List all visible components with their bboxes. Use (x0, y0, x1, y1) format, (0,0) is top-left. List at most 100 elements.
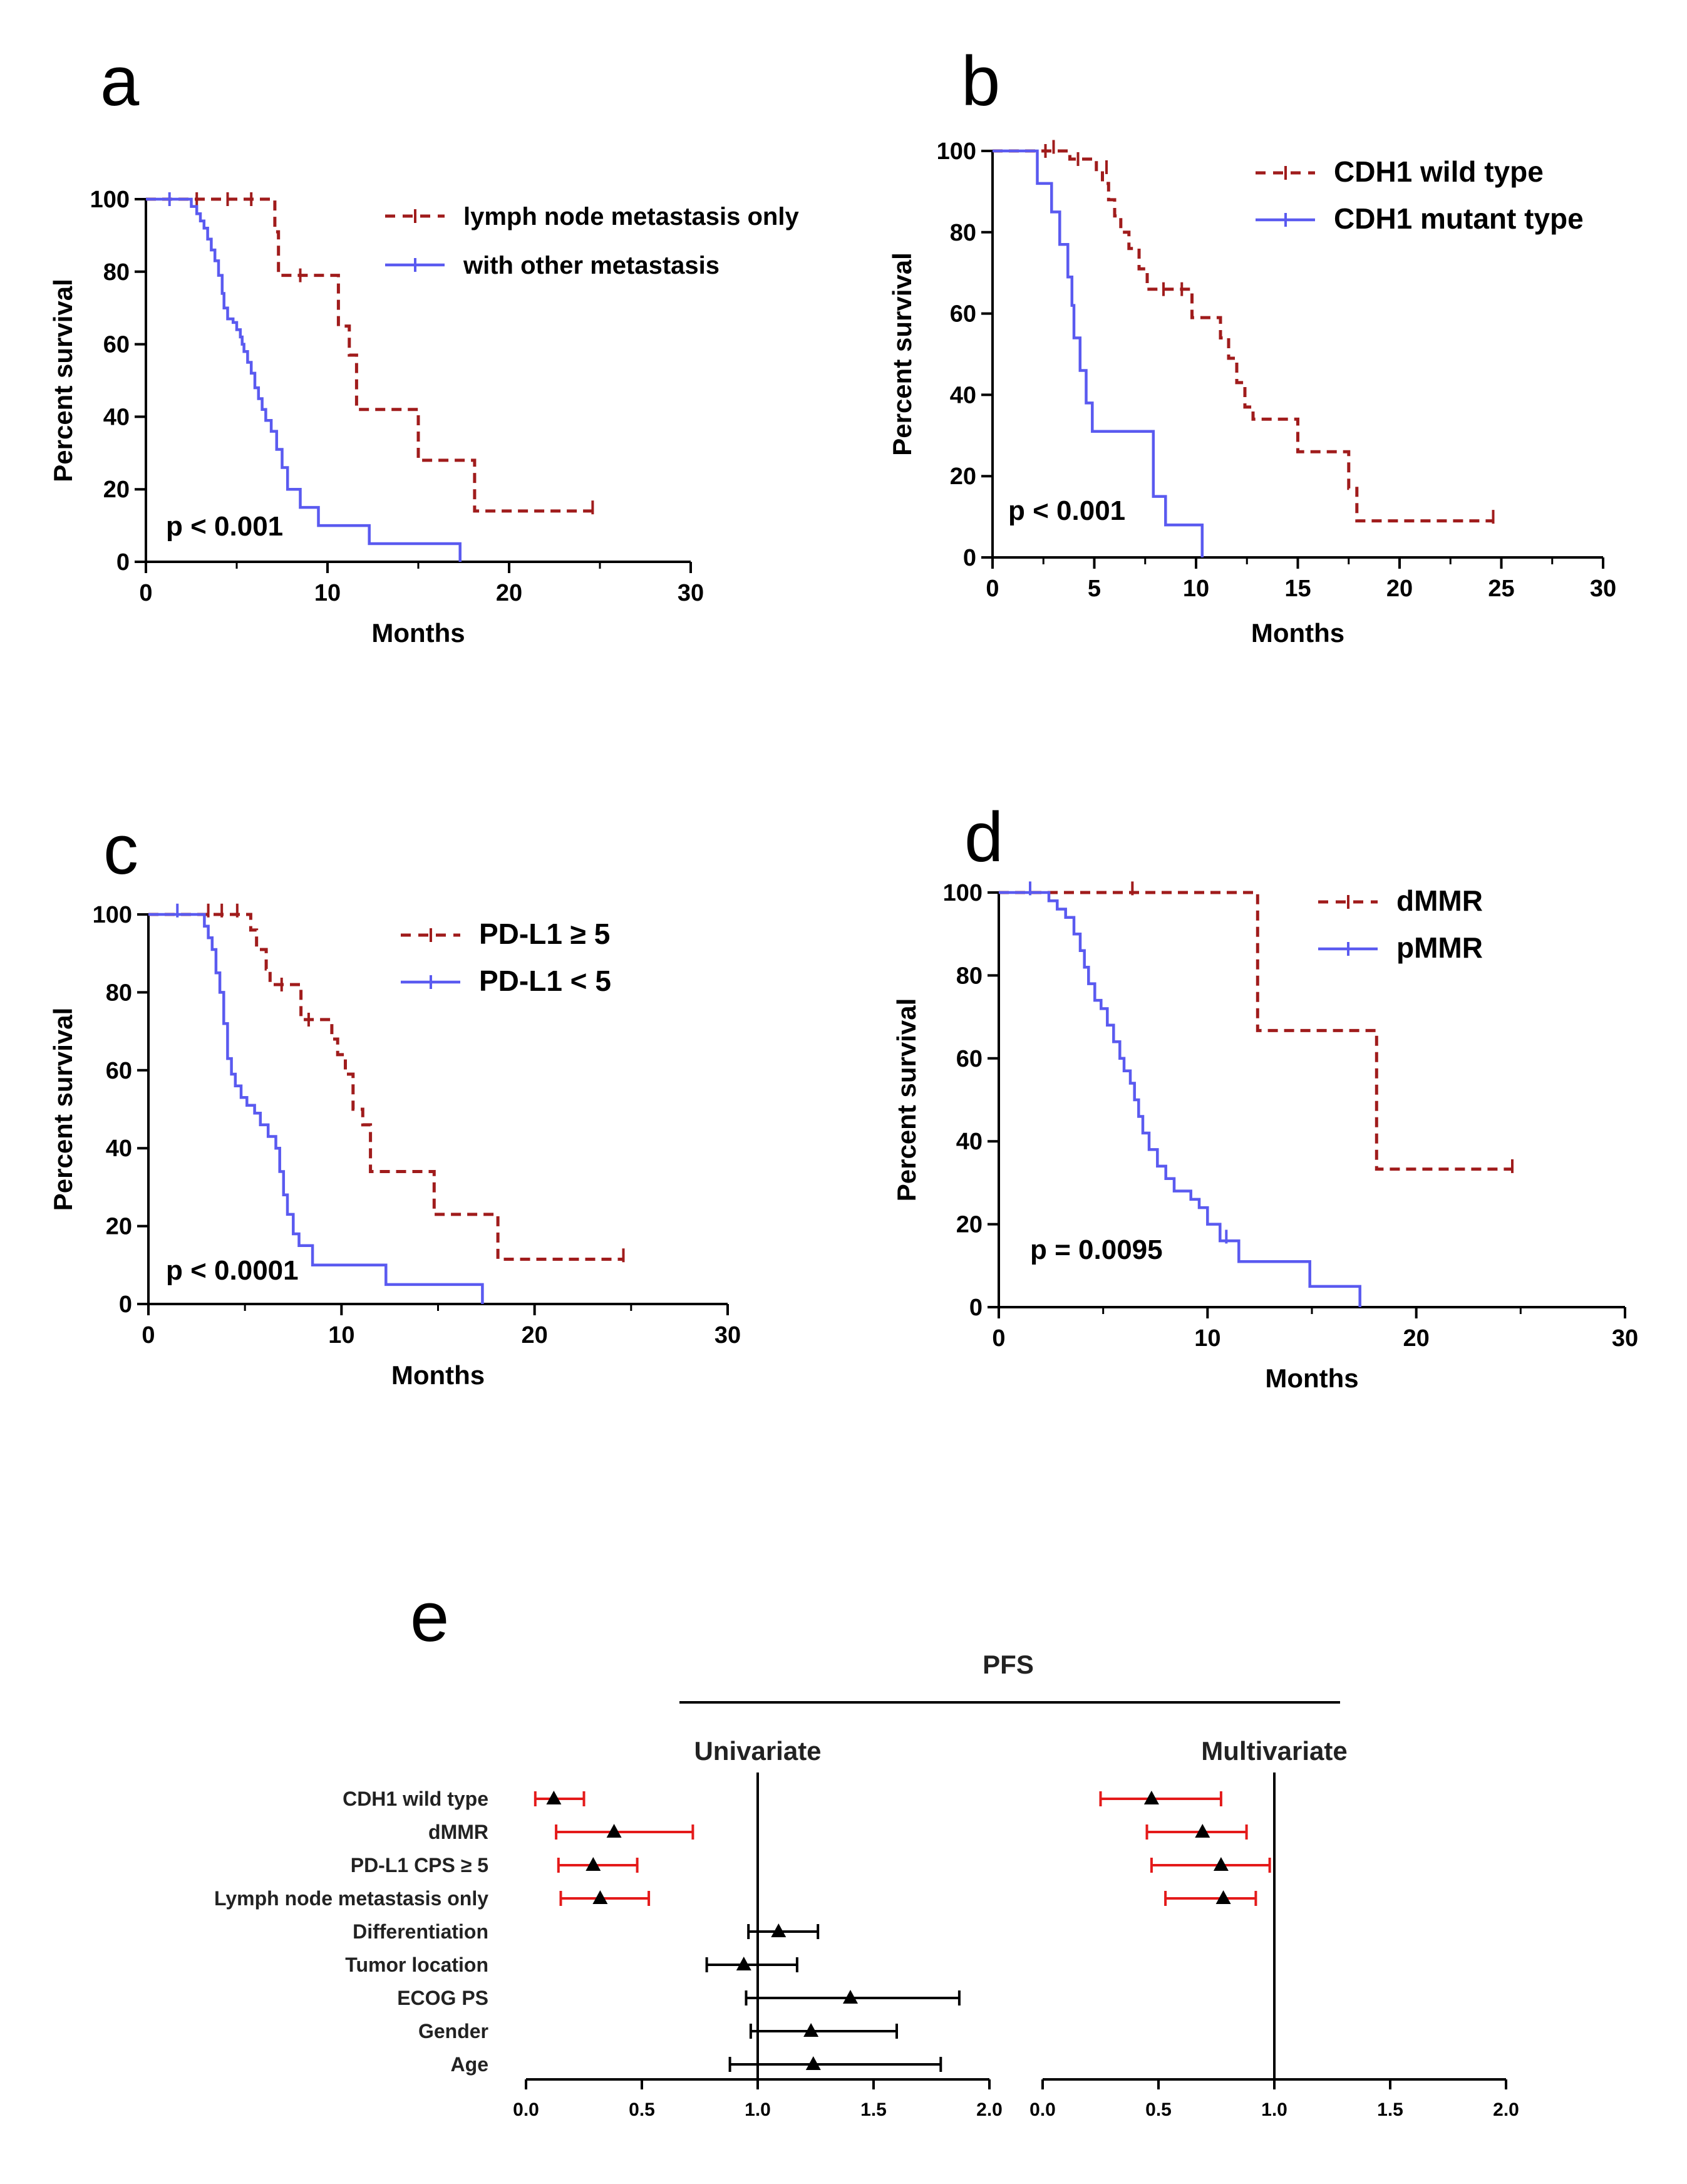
y-tick-label: 0 (116, 549, 130, 576)
y-axis-title: Percent survival (48, 279, 78, 482)
variable-label: dMMR (428, 1821, 488, 1843)
y-tick-label: 60 (103, 332, 130, 358)
survival-curve-group2 (993, 149, 1204, 557)
x-axis-title: Months (371, 618, 465, 648)
variable-label: Tumor location (345, 1954, 488, 1976)
hazard-ratio-marker (1213, 1857, 1229, 1871)
x-tick-label: 0 (139, 580, 152, 606)
y-tick-label: 100 (943, 880, 983, 906)
legend-label: with other metastasis (463, 252, 720, 279)
variable-label: Gender (418, 2020, 488, 2042)
x-tick-label: 10 (1183, 576, 1209, 602)
x-tick-label: 0 (142, 1322, 155, 1348)
hazard-ratio-marker (1143, 1791, 1159, 1804)
y-tick-label: 80 (950, 220, 976, 246)
y-tick-label: 40 (950, 382, 976, 408)
x-axis-title: Months (1251, 618, 1344, 648)
y-tick-label: 0 (969, 1295, 983, 1321)
x-tick-label: 0 (986, 576, 999, 602)
variable-label: Age (451, 2053, 488, 2076)
x-tick-label: 20 (496, 580, 522, 606)
y-tick-label: 80 (106, 980, 132, 1006)
y-tick-label: 60 (950, 301, 976, 328)
hazard-ratio-marker (1215, 1890, 1231, 1904)
hazard-ratio-marker (736, 1957, 751, 1970)
y-tick-label: 20 (956, 1212, 983, 1238)
p-value-label: p = 0.0095 (1030, 1234, 1163, 1265)
x-tick-label: 10 (1194, 1325, 1220, 1352)
y-tick-label: 80 (956, 963, 983, 989)
km-panel-a: a 0 20 40 60 80 100 0 10 20 30 Months Percent surviv… (48, 42, 799, 648)
x-tick-label: 25 (1488, 576, 1514, 602)
survival-curve-group2 (148, 913, 484, 1304)
hazard-ratio-marker (592, 1890, 608, 1904)
panel-letter-a: a (100, 42, 140, 120)
x-tick-label: 30 (678, 580, 704, 606)
km-panel-b: b 0 20 40 60 80 100 0 5 10 15 20 25 30 Months Percent s… (887, 42, 1616, 648)
hazard-ratio-marker (803, 2023, 819, 2037)
x-tick-label: 20 (1403, 1325, 1430, 1352)
p-value-label: p < 0.001 (166, 511, 283, 542)
variable-label: ECOG PS (397, 1987, 488, 2009)
x-tick-label: 30 (1612, 1325, 1638, 1352)
y-tick-label: 20 (103, 477, 130, 503)
legend-label: dMMR (1396, 884, 1483, 917)
y-tick-label: 40 (103, 404, 130, 430)
x-tick-label: 30 (1590, 576, 1616, 602)
hazard-ratio-marker (586, 1857, 601, 1871)
panel-letter-c: c (103, 810, 138, 889)
y-tick-label: 0 (119, 1291, 132, 1318)
y-tick-label: 100 (90, 187, 130, 213)
x-tick-label: 20 (1386, 576, 1413, 602)
forest-tick-label: 1.0 (745, 2099, 771, 2120)
y-tick-label: 80 (103, 259, 130, 286)
legend-label: PD-L1 < 5 (479, 965, 611, 997)
forest-tick-label: 0.0 (513, 2099, 539, 2120)
hazard-ratio-marker (843, 1990, 858, 2004)
forest-univariate: Univariate 0.0 0.5 1.0 1.5 2.0 (513, 1736, 1003, 2120)
panel-letter-d: d (964, 798, 1003, 876)
x-axis-title: Months (391, 1360, 485, 1390)
y-tick-label: 20 (950, 463, 976, 490)
y-tick-label: 40 (106, 1136, 132, 1162)
x-tick-label: 10 (314, 580, 341, 606)
variable-label: PD-L1 CPS ≥ 5 (351, 1854, 488, 1876)
forest-tick-label: 1.5 (1377, 2099, 1403, 2120)
x-tick-label: 15 (1284, 576, 1311, 602)
univariate-header: Univariate (694, 1736, 821, 1766)
legend-label: pMMR (1396, 931, 1483, 964)
survival-curve-group1 (993, 149, 1494, 523)
y-tick-label: 60 (106, 1058, 132, 1084)
x-tick-label: 5 (1088, 576, 1101, 602)
y-tick-label: 60 (956, 1046, 983, 1072)
forest-tick-label: 0.5 (1145, 2099, 1172, 2120)
y-tick-label: 0 (963, 545, 976, 571)
y-tick-label: 100 (93, 902, 132, 928)
hazard-ratio-marker (805, 2056, 821, 2070)
legend-label: lymph node metastasis only (463, 203, 799, 230)
legend-label: CDH1 mutant type (1334, 202, 1584, 235)
survival-curve-group2 (146, 197, 462, 562)
variable-label: CDH1 wild type (343, 1788, 488, 1810)
y-axis-title: Percent survival (887, 252, 917, 456)
y-axis-title: Percent survival (892, 998, 921, 1202)
y-tick-label: 40 (956, 1129, 983, 1155)
variable-label: Lymph node metastasis only (214, 1887, 488, 1910)
forest-tick-label: 1.5 (860, 2099, 887, 2120)
forest-multivariate: Multivariate 0.0 0.5 1.0 1.5 2.0 (1029, 1736, 1519, 2120)
y-tick-label: 20 (106, 1214, 132, 1240)
p-value-label: p < 0.0001 (166, 1255, 299, 1286)
km-panel-c: c 0 20 40 60 80 100 0 10 20 30 Months Percent surviv… (48, 810, 741, 1390)
forest-tick-label: 1.0 (1261, 2099, 1287, 2120)
forest-tick-label: 0.5 (629, 2099, 655, 2120)
km-panel-d: d 0 20 40 60 80 100 0 10 20 30 Months Percent surviv… (892, 798, 1638, 1393)
x-axis-title: Months (1265, 1364, 1358, 1393)
x-tick-label: 10 (328, 1322, 354, 1348)
hazard-ratio-marker (546, 1791, 562, 1804)
legend-label: PD-L1 ≥ 5 (479, 918, 610, 950)
hazard-ratio-marker (1195, 1824, 1210, 1838)
p-value-label: p < 0.001 (1008, 495, 1125, 526)
panel-letter-e: e (410, 1578, 449, 1656)
panel-letter-b: b (961, 42, 1000, 120)
